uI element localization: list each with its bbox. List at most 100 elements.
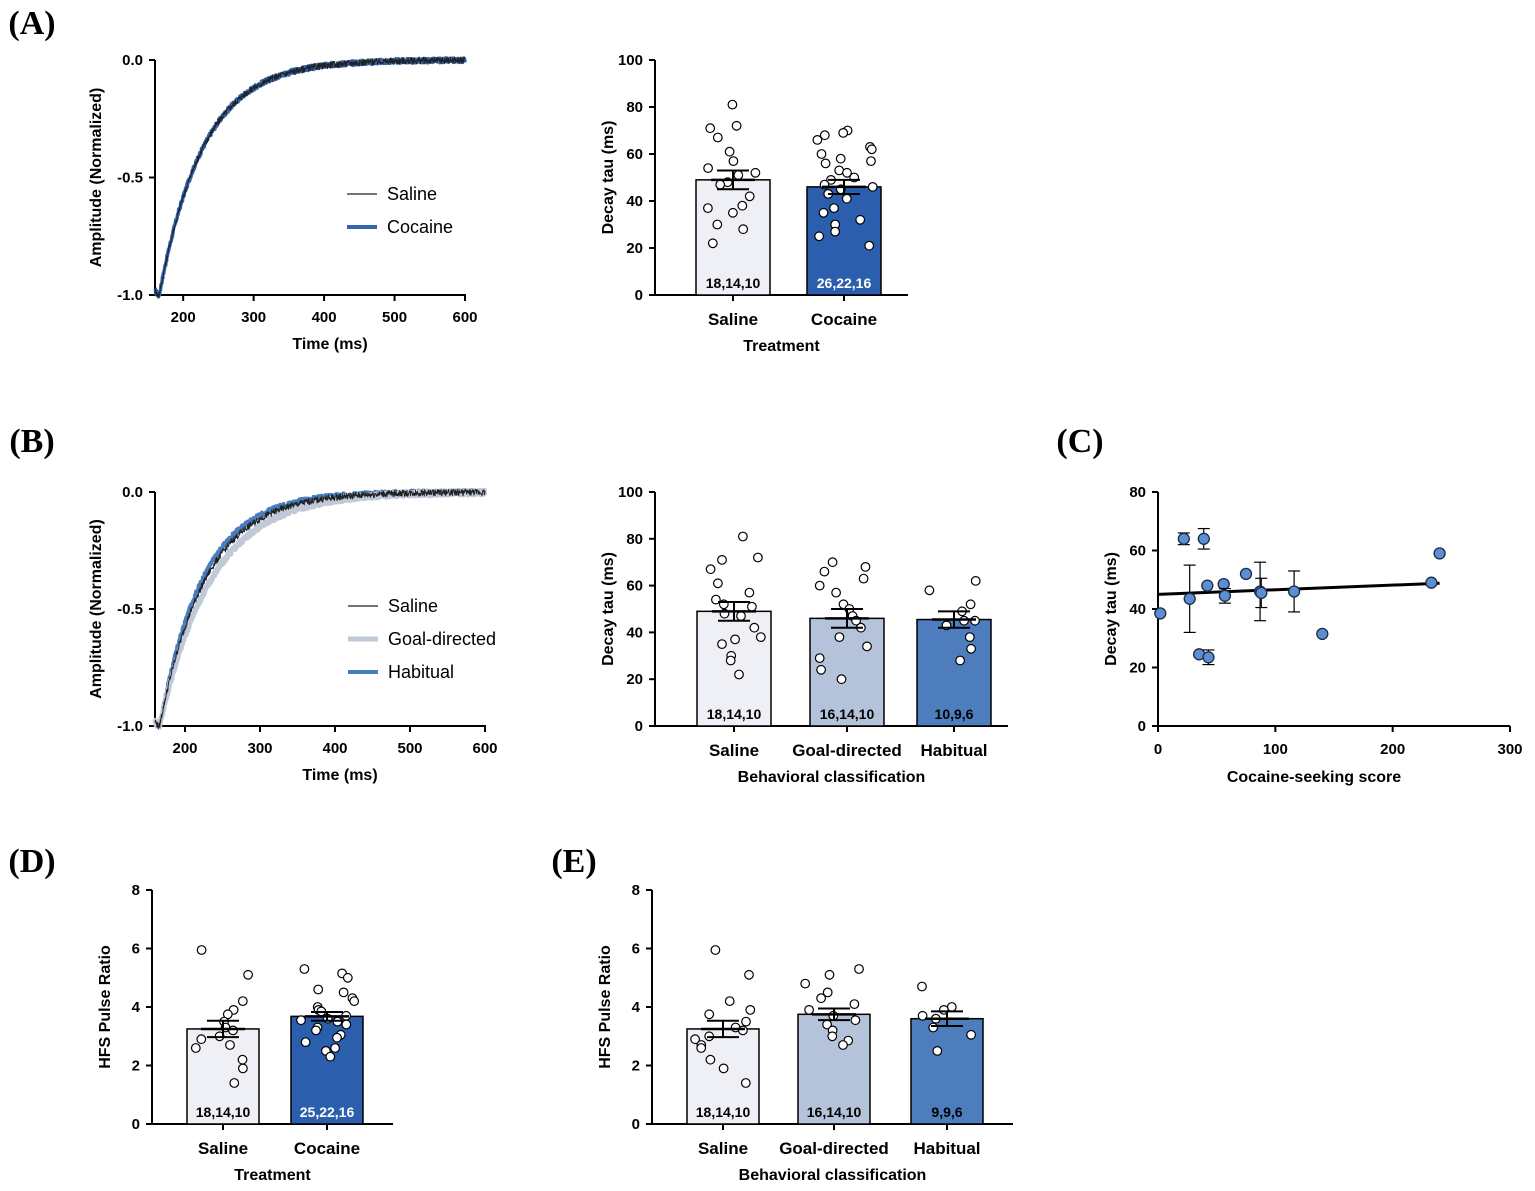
panel-b-trace-ytick-label: -1.0 [117,718,143,735]
panel-label-b: (B) [9,423,54,460]
panel-e-bar-point [827,1031,838,1042]
panel-e-bar-point [822,987,833,998]
panel-e-bar-n-label: 9,9,6 [931,1104,962,1120]
panel-d-bar-ytick-label: 2 [132,1058,140,1075]
panel-a-bar-point [733,170,744,181]
panel-a-bar-point [750,167,761,178]
panel-c-point [1287,585,1301,598]
panel-e-bar-point [966,1029,976,1040]
panel-d-bar-ytick-label: 4 [132,999,141,1016]
panel-b-trace-xtick-label: 600 [472,740,497,757]
panel-a-bar-ytick-label: 80 [626,99,643,116]
panel-e-bar-ytick-label: 4 [632,999,641,1016]
panel-b-bar-point [834,632,845,642]
panel-e-bar-category-label: Saline [698,1139,748,1158]
panel-d-bar-point [190,1043,201,1053]
panel-a-bar-point [835,153,846,164]
panel-b-bar-point [753,552,763,563]
panel-b-bar-ytick-label: 60 [626,578,643,595]
panel-c-point [1201,579,1214,592]
panel-d-bar-point [338,987,349,998]
panel-d-bar-ytick-label: 0 [132,1116,140,1133]
panel-a-bar-point [866,156,876,167]
panel-a-bar-point [703,163,713,174]
panel-b-trace-legend-label: Goal-directed [388,629,496,649]
panel-b-bar-point [836,674,847,685]
panel-e-bar-ytick-label: 0 [632,1116,640,1133]
panel-a-bar-ytick-label: 40 [626,193,643,210]
panel-e-bar-point [816,993,826,1004]
panel-b-bar-point [831,587,841,598]
panel-b-bar-bar-saline [696,610,772,727]
panel-e-bar-point [854,964,864,974]
panel-e-bar-point [740,1078,751,1088]
panel-d-bar-point [237,1063,248,1074]
panel-e-bar-n-label: 16,14,10 [807,1104,862,1120]
panel-e-bar-point [718,1063,729,1074]
panel-c-y-axis-title: Decay tau (ms) [1103,552,1120,666]
panel-e-bar-point [804,1005,814,1015]
panel-b-bar-x-axis-title: Behavioral classification [738,769,926,786]
panel-d-bar-point [330,1043,341,1053]
panel-b-bar-point [955,655,965,666]
panel-a-trace-xtick-label: 500 [382,309,407,326]
panel-a-bar-point [703,203,713,214]
panel-b-trace-x-axis-title: Time (ms) [302,767,377,784]
panel-d-bar-point [237,996,248,1006]
panel-e-bar-point [850,1015,861,1026]
panel-d-bar-n-label: 25,22,16 [300,1104,355,1120]
panel-c-ytick-label: 40 [1129,601,1146,618]
panel-a-bar-point [712,132,723,143]
panel-b-bar-point [964,632,975,642]
panel-a-bar-point [818,207,829,218]
panel-a-bar-point [819,130,830,141]
panel-a-bar-point [728,207,738,218]
panel-a-bar-point [727,99,738,110]
panel-b-bar-point [734,669,744,680]
panel-d-bar-point [196,1034,207,1045]
panel-b-trace-xtick-label: 400 [322,740,347,757]
panel-a-bar-point [707,238,718,249]
panel-e-bar-ytick-label: 2 [632,1058,640,1075]
panel-a-bar-point [842,167,852,178]
panel-d-bar-point [313,984,324,995]
panel-a-bar-point [724,146,735,157]
panel-a-trace-trace-saline [154,56,466,298]
panel-a-trace-y-axis-title: Amplitude (Normalized) [88,88,105,268]
panel-c-xtick-label: 100 [1263,741,1288,758]
panel-e-bar-ytick-label: 8 [632,882,640,899]
panel-b-bar-point [816,664,826,675]
panel-b-bar-point [819,566,830,577]
panel-b-bar-point [858,573,869,584]
panel-a-bar-category-label: Saline [708,310,758,329]
panel-e-bar-x-axis-title: Behavioral classification [739,1167,927,1184]
panel-a-bar-point [866,144,877,155]
panel-a-bar-point [830,226,840,237]
panel-b-bar-ytick-label: 40 [626,624,643,641]
panel-b-bar-n-label: 10,9,6 [935,706,974,722]
panel-d-bar-ytick-label: 6 [132,941,140,958]
panel-b-bar-point [725,655,736,666]
panel-e-bar-point [917,1010,928,1021]
panel-label-d: (D) [8,843,55,880]
panel-e-bar-point [704,1009,715,1020]
panel-c-point [1154,607,1167,620]
panel-a-bar-point [855,214,866,225]
panel-d-bar-point [243,969,254,980]
panel-c-ytick-label: 80 [1129,484,1146,501]
panel-a-bar-point [820,158,831,169]
panel-d-bar-y-axis-title: HFS Pulse Ratio [97,945,114,1069]
panel-a-trace-xtick-label: 400 [312,309,337,326]
panel-a-trace-trace-cocaine [153,56,467,299]
panel-c-x-axis-title: Cocaine-seeking score [1227,769,1401,786]
panel-b-trace-xtick-label: 200 [172,740,197,757]
panel-d-bar-n-label: 18,14,10 [196,1104,251,1120]
panel-a-bar-point [728,156,739,167]
panel-b-bar-point [713,578,723,589]
panel-e-bar-point [705,1054,716,1065]
panel-b-bar-category-label: Saline [709,741,759,760]
panel-d-bar-category-label: Cocaine [294,1139,360,1158]
panel-b-trace-legend-label: Habitual [388,662,454,682]
panel-e-bar-point [917,981,927,992]
